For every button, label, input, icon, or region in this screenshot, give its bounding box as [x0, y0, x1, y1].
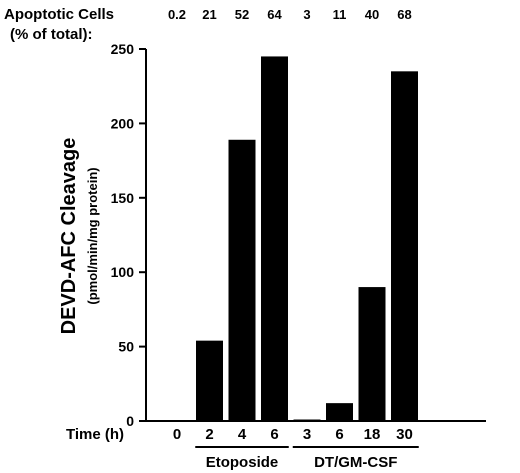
x-tick-label: 4: [238, 426, 247, 443]
bar: [196, 340, 223, 421]
y-tick-label: 50: [118, 339, 134, 355]
y-tick-label: 150: [111, 190, 135, 206]
bar: [391, 71, 418, 421]
apoptotic-title-line2: (% of total):: [10, 26, 92, 43]
y-ticks: 0 50 100 150 200 250: [111, 41, 146, 429]
bar: [358, 287, 386, 421]
x-tick-labels: 0 2 4 6 3 6 18 30: [173, 426, 413, 443]
y-tick-label: 0: [126, 413, 134, 429]
group-label: DT/GM-CSF: [314, 454, 397, 471]
apoptotic-value: 68: [397, 7, 411, 22]
y-tick-label: 200: [111, 115, 135, 131]
bar: [228, 139, 256, 421]
x-tick-label: 0: [173, 426, 181, 443]
y-axis-title: DEVD-AFC Cleavage (pmol/min/mg protein): [58, 138, 100, 335]
bar: [293, 419, 321, 421]
bar: [326, 403, 353, 421]
x-tick-label: 2: [205, 426, 213, 443]
group-label: Etoposide: [206, 454, 279, 471]
apoptotic-title-line1: Apoptotic Cells: [4, 6, 114, 23]
x-tick-label: 6: [270, 426, 278, 443]
apoptotic-value: 0.2: [168, 7, 186, 22]
apoptotic-value: 40: [365, 7, 379, 22]
x-axis-label: Time (h): [66, 426, 124, 443]
x-tick-label: 18: [364, 426, 381, 443]
bars: [196, 56, 418, 421]
apoptotic-value: 64: [267, 7, 282, 22]
y-axis-label: DEVD-AFC Cleavage: [58, 138, 80, 335]
y-axis-sublabel: (pmol/min/mg protein): [85, 167, 100, 304]
treatment-groups: Etoposide DT/GM-CSF: [195, 446, 419, 471]
x-tick-label: 3: [303, 426, 311, 443]
x-tick-label: 6: [335, 426, 343, 443]
apoptotic-value: 21: [202, 7, 216, 22]
bar: [261, 56, 288, 421]
x-tick-label: 30: [396, 426, 413, 443]
y-tick-label: 250: [111, 41, 135, 57]
apoptotic-value: 52: [235, 7, 249, 22]
y-tick-label: 100: [111, 264, 135, 280]
apoptotic-value: 3: [303, 7, 310, 22]
apoptotic-values: 0.2 21 52 64 3 11 40 68: [168, 7, 412, 22]
apoptotic-value: 11: [333, 7, 347, 22]
